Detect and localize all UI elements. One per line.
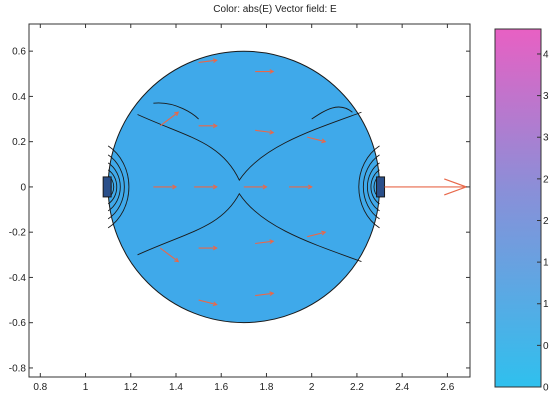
vector-arrow [307, 136, 327, 144]
colorbar-tick-label: 3 [543, 133, 549, 144]
vector-arrow-shaft [159, 111, 179, 127]
vector-arrow-head [262, 184, 268, 190]
electrode-left [102, 176, 112, 198]
colorbar-tick-label: 2.5 [543, 174, 549, 185]
vector-arrow-head [321, 230, 327, 236]
vector-arrow-head [212, 301, 218, 307]
vector-arrows [153, 58, 327, 307]
vector-arrow-shaft [159, 247, 179, 263]
vector-arrow-head [212, 245, 218, 251]
x-tick-label: 1.8 [260, 382, 274, 393]
vector-arrow-head [269, 239, 275, 245]
y-tick-label: -0.2 [9, 228, 27, 239]
vector-arrow [255, 129, 275, 135]
contour-line [358, 145, 380, 229]
vector-arrow-head [212, 58, 218, 63]
colorbar-tick-label: 2 [543, 216, 549, 227]
x-tick-label: 1.4 [169, 382, 183, 393]
vector-arrow [198, 299, 218, 307]
vector-arrow [289, 184, 313, 190]
vector-arrow-head [174, 257, 180, 263]
vector-arrow-head [307, 184, 313, 190]
contour-line [153, 102, 199, 120]
colorbar-tick-label: 0 [543, 383, 549, 394]
vector-arrow-head [269, 291, 275, 297]
colorbar-tick-label: 4 [543, 49, 549, 60]
vector-arrow-shaft [198, 59, 217, 64]
vector-arrow-head [172, 184, 178, 190]
vector-arrow [198, 245, 218, 251]
x-tick-label: 2 [309, 382, 315, 393]
colorbar-tick-label: 1.5 [543, 258, 549, 269]
vector-arrow-head [321, 138, 327, 144]
vector-arrow [159, 247, 180, 263]
vector-arrow [255, 69, 275, 74]
plot-content [102, 50, 469, 324]
vector-arrow-shaft [255, 240, 274, 245]
contour-line [311, 106, 353, 120]
y-tick-label: -0.6 [9, 318, 27, 329]
vector-arrow-head [269, 69, 275, 74]
electrode-right [376, 176, 386, 198]
colorbar [494, 28, 542, 388]
x-tick-label: 2.4 [395, 382, 409, 393]
x-axis-ticks: 0.8 1 1.2 1.4 1.6 1.8 2 2.2 2.4 2.6 [33, 24, 455, 393]
plot-title: Color: abs(E) Vector field: E [213, 4, 337, 15]
vector-arrow [198, 123, 218, 129]
y-tick-label: 0 [20, 182, 26, 193]
x-tick-label: 1 [83, 382, 89, 393]
y-tick-label: 0.2 [12, 137, 26, 148]
colorbar-ticks: 0 0.5 1 1.5 2 2.5 3 3.5 4 [537, 49, 549, 394]
vector-arrow [194, 184, 218, 190]
contour-line [366, 162, 380, 212]
vector-arrow [159, 111, 180, 127]
vector-arrow [198, 58, 218, 64]
vector-arrow [153, 184, 178, 190]
x-tick-label: 1.6 [214, 382, 228, 393]
y-tick-label: -0.4 [9, 273, 27, 284]
contour-line [107, 169, 118, 205]
contour-line [137, 111, 362, 182]
vector-arrow-shaft [255, 292, 274, 297]
contour-line [362, 154, 380, 220]
contour-line [370, 169, 380, 205]
y-tick-label: 0.6 [12, 47, 26, 58]
contour-line [137, 192, 362, 263]
colorbar-tick-label: 3.5 [543, 91, 549, 102]
y-tick-label: -0.8 [9, 363, 27, 374]
vector-arrow-shaft [307, 136, 326, 143]
vector-arrow-head [269, 129, 275, 135]
vector-arrow [255, 239, 275, 245]
contour-line [107, 145, 130, 229]
vector-arrow-head [174, 111, 180, 117]
x-tick-label: 2.6 [440, 382, 454, 393]
y-axis-ticks: 0.6 0.4 0.2 0 -0.2 -0.4 -0.6 -0.8 [9, 47, 470, 374]
vector-arrow-shaft [255, 129, 274, 134]
contour-line [107, 162, 121, 212]
vector-arrow-head [212, 184, 218, 190]
vector-arrow-head [212, 123, 218, 129]
domain-circle [107, 50, 381, 324]
colorbar-tick-label: 1 [543, 299, 549, 310]
contour-lines [107, 102, 380, 263]
vector-arrow [243, 184, 268, 190]
axes-frame [28, 23, 471, 378]
x-tick-label: 1.2 [124, 382, 138, 393]
x-tick-label: 0.8 [33, 382, 47, 393]
vector-arrow-shaft [198, 299, 217, 306]
contour-line [107, 154, 125, 220]
x-tick-label: 2.2 [350, 382, 364, 393]
vector-arrow-shaft [307, 231, 326, 238]
colorbar-tick-label: 0.5 [543, 341, 549, 352]
vector-arrow [255, 291, 275, 297]
y-tick-label: 0.4 [12, 92, 26, 103]
vector-arrow [307, 230, 327, 238]
